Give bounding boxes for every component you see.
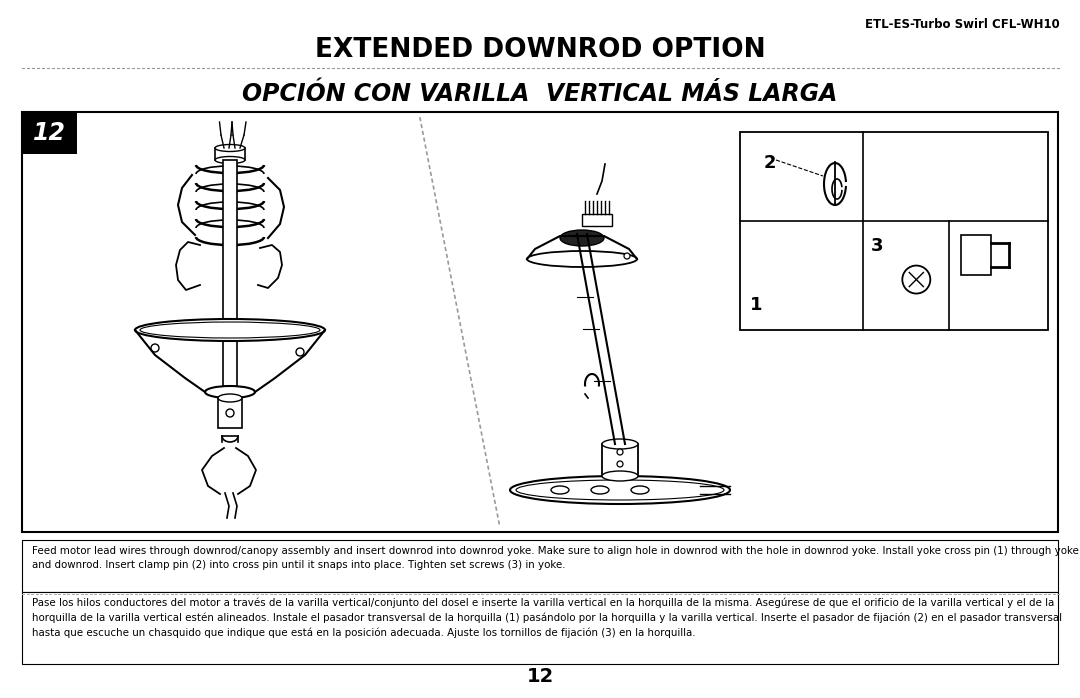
Text: 1: 1 <box>750 296 762 314</box>
Text: Feed motor lead wires through downrod/canopy assembly and insert downrod into do: Feed motor lead wires through downrod/ca… <box>32 546 1079 570</box>
Ellipse shape <box>215 156 245 163</box>
Bar <box>961 235 991 275</box>
Ellipse shape <box>561 230 604 246</box>
Ellipse shape <box>205 386 255 398</box>
Text: Pase los hilos conductores del motor a través de la varilla vertical/conjunto de: Pase los hilos conductores del motor a t… <box>32 598 1062 638</box>
Ellipse shape <box>516 480 724 500</box>
Ellipse shape <box>527 251 637 267</box>
Bar <box>22 540 1058 592</box>
Ellipse shape <box>218 394 242 402</box>
Ellipse shape <box>602 439 638 449</box>
Bar <box>22 112 1058 532</box>
Ellipse shape <box>510 476 730 504</box>
Ellipse shape <box>135 319 325 341</box>
Bar <box>602 444 638 476</box>
Ellipse shape <box>631 486 649 494</box>
Circle shape <box>296 348 303 356</box>
Circle shape <box>617 461 623 467</box>
Circle shape <box>226 409 234 417</box>
Text: OPCIÓN CON VARILLA  VERTICAL MÁS LARGA: OPCIÓN CON VARILLA VERTICAL MÁS LARGA <box>242 82 838 106</box>
Text: 12: 12 <box>526 667 554 685</box>
Bar <box>218 398 242 428</box>
Ellipse shape <box>602 471 638 481</box>
Text: ETL-ES-Turbo Swirl CFL-WH10: ETL-ES-Turbo Swirl CFL-WH10 <box>865 18 1059 31</box>
Ellipse shape <box>140 322 320 338</box>
Ellipse shape <box>215 144 245 151</box>
FancyBboxPatch shape <box>215 148 245 160</box>
Circle shape <box>624 253 630 259</box>
Ellipse shape <box>551 486 569 494</box>
Bar <box>222 160 237 395</box>
Text: EXTENDED DOWNROD OPTION: EXTENDED DOWNROD OPTION <box>314 37 766 63</box>
Circle shape <box>902 265 930 294</box>
Text: 12: 12 <box>32 121 66 145</box>
Bar <box>582 214 612 226</box>
Bar <box>740 132 1048 330</box>
Circle shape <box>617 449 623 455</box>
Ellipse shape <box>591 486 609 494</box>
Bar <box>22 112 77 154</box>
Text: 2: 2 <box>764 154 777 172</box>
Text: 3: 3 <box>872 237 883 255</box>
Circle shape <box>151 344 159 352</box>
Bar <box>22 592 1058 664</box>
